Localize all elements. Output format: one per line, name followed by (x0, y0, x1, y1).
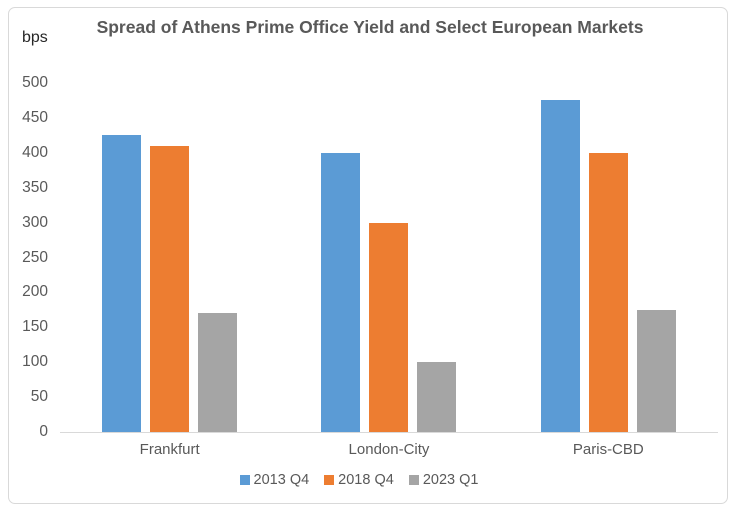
legend-item-2018-q4: 2018 Q4 (324, 472, 394, 488)
y-tick-label: 100 (22, 353, 48, 371)
bar-paris-cbd-2018-q4 (588, 152, 628, 432)
bar-frankfurt-2018-q4 (150, 145, 190, 432)
y-tick-label: 200 (22, 283, 48, 301)
y-axis-unit-label: bps (22, 29, 48, 46)
legend-swatch-icon (239, 475, 250, 485)
bar-london-city-2018-q4 (369, 222, 409, 432)
bar-frankfurt-2023-q1 (198, 313, 238, 432)
chart-title: Spread of Athens Prime Office Yield and … (96, 17, 644, 37)
bar-group-frankfurt (60, 83, 279, 432)
plot-area (60, 83, 718, 433)
category-label-london-city: London-City (348, 441, 430, 458)
legend-label: 2013 Q4 (253, 472, 310, 488)
bar-paris-cbd-2023-q1 (636, 309, 676, 432)
y-tick-label: 400 (22, 143, 48, 161)
y-tick-label: 250 (22, 248, 48, 266)
bar-group-london-city (279, 83, 498, 432)
bar-london-city-2023-q1 (417, 362, 457, 432)
legend-item-2013-q4: 2013 Q4 (239, 472, 310, 488)
y-tick-label: 300 (22, 213, 48, 231)
y-tick-label: 500 (22, 74, 48, 91)
y-tick-label: 350 (22, 178, 48, 196)
legend-swatch-icon (324, 475, 335, 485)
y-tick-label: 150 (22, 318, 48, 336)
x-axis-category-labels: Frankfurt London-City Paris-CBD (60, 441, 718, 458)
legend: 2013 Q4 2018 Q4 2023 Q1 (0, 472, 718, 488)
y-axis-tick-labels: 0 50 100 150 200 250 300 350 400 450 500 (0, 0, 48, 513)
category-label-frankfurt: Frankfurt (139, 441, 200, 458)
y-tick-label: 50 (30, 388, 48, 406)
legend-label: 2023 Q1 (422, 472, 479, 488)
legend-label: 2018 Q4 (338, 472, 394, 488)
category-label-paris-cbd: Paris-CBD (572, 441, 644, 458)
bar-group-paris-cbd (499, 83, 718, 432)
legend-item-2023-q1: 2023 Q1 (408, 472, 479, 488)
bar-paris-cbd-2013-q4 (540, 100, 580, 432)
legend-swatch-icon (408, 475, 419, 485)
bar-frankfurt-2013-q4 (102, 135, 142, 432)
y-tick-label: 0 (39, 423, 48, 440)
bar-london-city-2013-q4 (321, 152, 361, 432)
y-tick-label: 450 (22, 108, 48, 126)
